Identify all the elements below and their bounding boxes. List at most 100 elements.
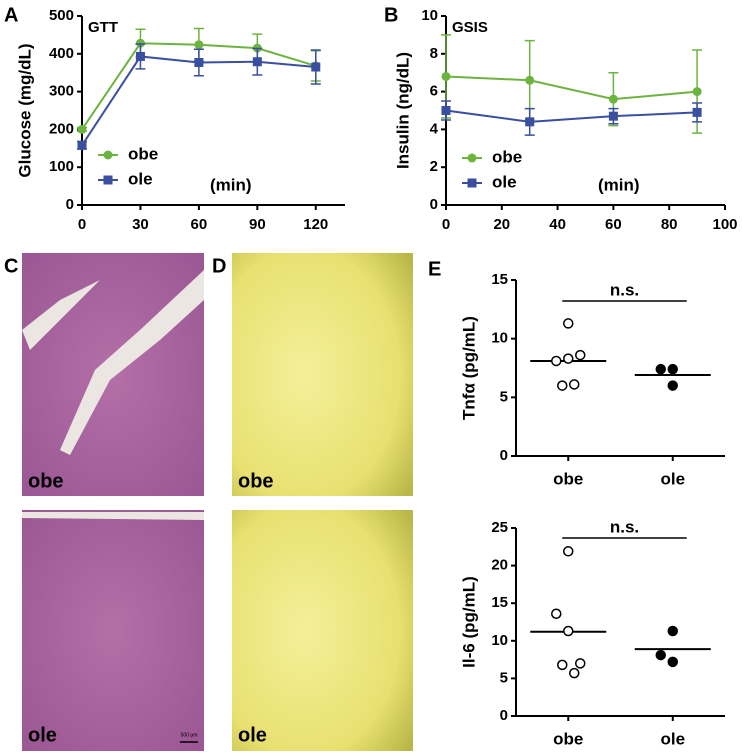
marker [551, 355, 562, 367]
x-tick-label: 0 [78, 216, 86, 233]
marker [441, 106, 451, 115]
legend-marker [103, 150, 113, 160]
marker [608, 94, 618, 104]
y-tick-label: 10 [421, 7, 438, 24]
marker [194, 57, 204, 67]
marker [77, 124, 87, 134]
marker [692, 107, 702, 117]
marker [569, 379, 580, 390]
x-axis-title: (min) [598, 175, 640, 194]
x-tick-label: obe [553, 469, 583, 488]
image-label: obe [238, 470, 274, 492]
y-tick-label: 300 [49, 83, 74, 100]
series-line [445, 109, 698, 123]
y-tick-label: 8 [430, 45, 438, 62]
marker [575, 658, 586, 669]
panel-letter: C [4, 255, 18, 277]
y-tick-label: 0 [430, 196, 438, 213]
y-axis-title: Tnfα (pg/mL) [459, 316, 478, 420]
histology-image [232, 510, 413, 751]
chart-title: GTT [88, 19, 118, 36]
y-tick-label: 0 [66, 196, 74, 213]
marker [557, 659, 568, 671]
legend-label: ole [492, 172, 517, 191]
y-tick-label: 400 [49, 45, 74, 62]
x-tick-label: 0 [442, 216, 450, 233]
y-tick-label: 500 [49, 7, 74, 24]
y-tick-label: 0 [500, 707, 508, 724]
x-tick-label: 90 [249, 216, 266, 233]
marker [194, 40, 204, 50]
marker [563, 318, 574, 329]
marker [667, 656, 678, 668]
y-tick-label: 200 [49, 120, 74, 137]
x-tick-label: 30 [132, 216, 149, 233]
y-axis-title: Il-6 (pg/mL) [459, 576, 478, 668]
y-axis-title: Insulin (ng/dL) [393, 52, 412, 169]
marker [563, 546, 574, 557]
series-line [445, 75, 698, 101]
panel-letter: B [384, 4, 398, 26]
y-tick-label: 15 [491, 271, 508, 288]
x-tick-label: 60 [605, 216, 622, 233]
y-tick-label: 5 [500, 669, 508, 686]
chart-panel: Il-6 (pg/mL) 0 5 10 15 20 25 obe ole n.s. [459, 517, 725, 748]
y-axis-title: Glucose (mg/dL) [15, 43, 34, 177]
marker [77, 140, 87, 150]
marker [441, 71, 451, 81]
panel-letter: A [4, 4, 18, 26]
significance-label: n.s. [610, 280, 639, 299]
image-label: ole [28, 724, 57, 746]
marker [525, 75, 535, 85]
x-tick-label: 80 [661, 216, 678, 233]
marker [563, 625, 574, 637]
x-tick-label: ole [660, 729, 685, 748]
tissue-gap [22, 512, 204, 520]
marker [551, 608, 562, 619]
marker [569, 667, 580, 679]
marker [135, 51, 145, 61]
image-label: ole [238, 724, 267, 746]
x-axis-title: (min) [210, 175, 252, 194]
panel-letter: D [212, 255, 226, 277]
chart-panel: A Glucose (mg/dL) 0 100 200 300 400 500 0 30 60 90 1… [4, 4, 345, 233]
y-tick-label: 6 [430, 83, 438, 100]
y-tick-label: 10 [491, 632, 508, 649]
x-tick-label: 100 [712, 216, 737, 233]
histology-image [22, 510, 204, 751]
x-tick-label: ole [660, 469, 685, 488]
y-tick-label: 2 [430, 158, 438, 175]
marker [655, 363, 666, 375]
marker [692, 87, 702, 97]
panel-d: D obe ole [212, 253, 413, 751]
y-tick-label: 10 [491, 330, 508, 347]
x-tick-label: 120 [303, 216, 328, 233]
tissue-gap [22, 270, 204, 455]
y-tick-label: 20 [491, 557, 508, 574]
marker [667, 363, 678, 375]
significance-label: n.s. [610, 517, 639, 536]
marker [525, 117, 535, 127]
marker [311, 62, 321, 72]
legend-marker [467, 178, 477, 188]
y-tick-label: 5 [500, 388, 508, 405]
marker [608, 111, 618, 121]
legend-label: obe [128, 144, 158, 163]
panel-letter: E [428, 258, 441, 280]
panel-c: C obe ole 500 μm [4, 253, 204, 751]
y-tick-label: 15 [491, 594, 508, 611]
histology-image [232, 253, 413, 496]
legend-label: obe [492, 147, 522, 166]
y-tick-label: 4 [430, 120, 439, 137]
x-tick-label: 40 [549, 216, 566, 233]
x-tick-label: 60 [191, 216, 208, 233]
marker [135, 38, 145, 48]
scale-bar-label: 500 μm [181, 732, 198, 738]
marker [252, 57, 262, 67]
marker [667, 625, 678, 637]
y-tick-label: 0 [500, 447, 508, 464]
chart-title: GSIS [452, 19, 488, 36]
marker [575, 349, 586, 361]
